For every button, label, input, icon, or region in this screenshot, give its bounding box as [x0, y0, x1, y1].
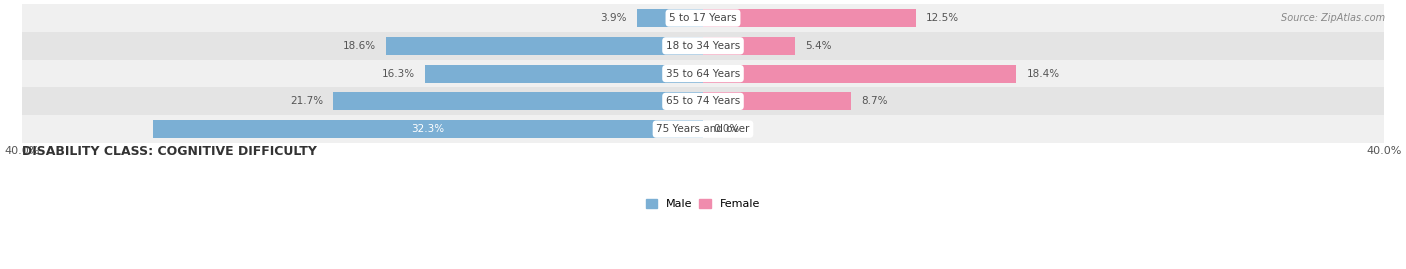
Bar	[22, 32, 1384, 60]
Text: 65 to 74 Years: 65 to 74 Years	[666, 96, 740, 106]
Text: 18.4%: 18.4%	[1026, 69, 1060, 79]
Bar	[637, 9, 703, 27]
Text: 32.3%: 32.3%	[412, 124, 444, 134]
Legend: Male, Female: Male, Female	[641, 195, 765, 214]
Text: 75 Years and over: 75 Years and over	[657, 124, 749, 134]
Text: 18.6%: 18.6%	[343, 41, 375, 51]
Text: 12.5%: 12.5%	[927, 13, 959, 23]
Text: 5.4%: 5.4%	[806, 41, 832, 51]
Text: 16.3%: 16.3%	[382, 69, 415, 79]
Text: 8.7%: 8.7%	[862, 96, 887, 106]
Text: 3.9%: 3.9%	[600, 13, 626, 23]
Bar	[426, 65, 703, 83]
Bar	[153, 120, 703, 138]
Text: 5 to 17 Years: 5 to 17 Years	[669, 13, 737, 23]
Bar	[703, 65, 1017, 83]
Bar	[703, 92, 851, 110]
Text: Source: ZipAtlas.com: Source: ZipAtlas.com	[1281, 13, 1385, 23]
Bar	[387, 37, 703, 55]
Text: DISABILITY CLASS: COGNITIVE DIFFICULTY: DISABILITY CLASS: COGNITIVE DIFFICULTY	[22, 145, 316, 158]
Bar	[703, 37, 794, 55]
Bar	[22, 115, 1384, 143]
Bar	[333, 92, 703, 110]
Bar	[22, 4, 1384, 32]
Text: 18 to 34 Years: 18 to 34 Years	[666, 41, 740, 51]
Bar	[22, 60, 1384, 87]
Bar	[703, 9, 915, 27]
Text: 21.7%: 21.7%	[290, 96, 323, 106]
Text: 35 to 64 Years: 35 to 64 Years	[666, 69, 740, 79]
Bar	[22, 87, 1384, 115]
Text: 0.0%: 0.0%	[713, 124, 740, 134]
